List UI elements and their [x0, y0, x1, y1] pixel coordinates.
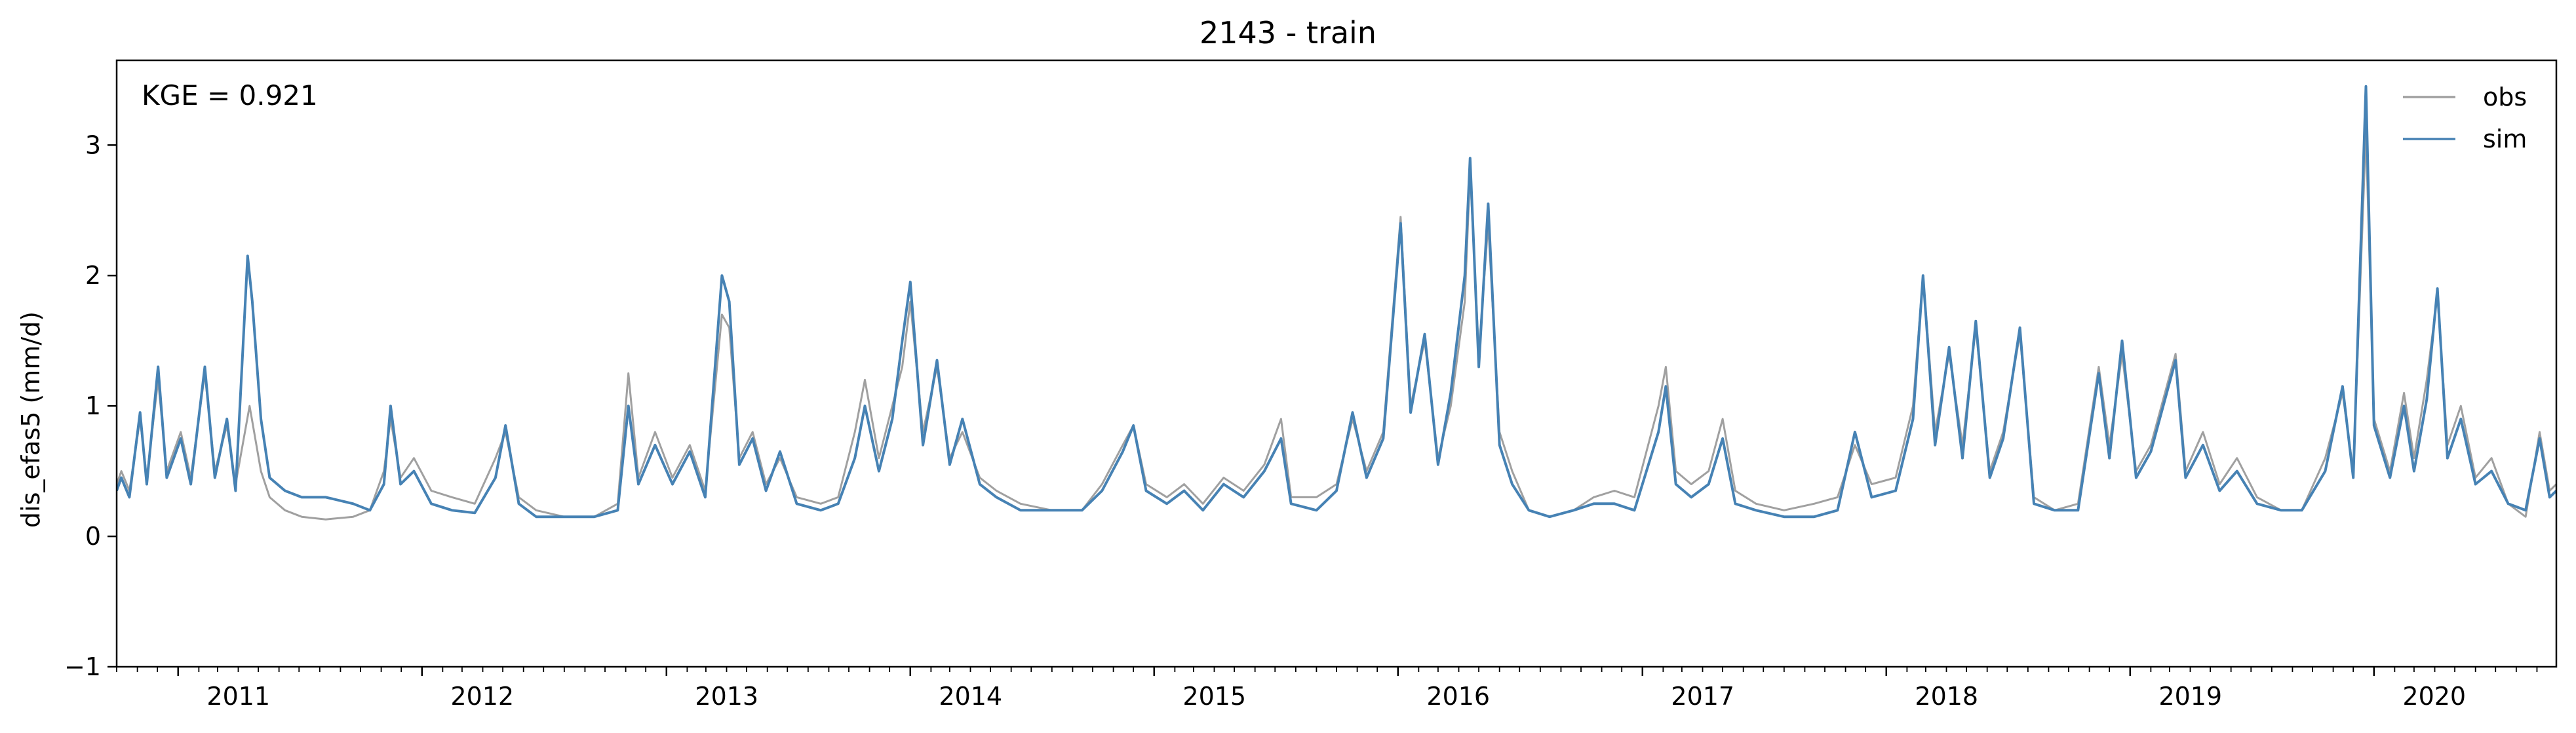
kge-annotation: KGE = 0.921	[142, 79, 318, 111]
legend: obs sim	[2403, 83, 2527, 153]
y-axis-label: dis_efas5 (mm/d)	[16, 311, 45, 528]
y-tick-label: 3	[85, 130, 101, 159]
series-layer	[117, 85, 2556, 521]
series-line-obs	[117, 130, 2556, 521]
x-tick-label: 2018	[1915, 682, 1978, 711]
y-tick-label: 2	[85, 261, 101, 290]
x-tick-label: 2012	[450, 682, 514, 711]
x-tick-label: 2020	[2402, 682, 2466, 711]
x-tick-label: 2011	[206, 682, 270, 711]
legend-label-sim: sim	[2483, 125, 2527, 153]
chart-title: 2143 - train	[1200, 15, 1376, 50]
x-tick-label: 2017	[1671, 682, 1734, 711]
x-tick-label: 2014	[939, 682, 1002, 711]
series-line-sim	[117, 85, 2556, 519]
x-tick-label: 2015	[1182, 682, 1246, 711]
plot-frame	[115, 59, 2558, 668]
y-tick-label: 1	[85, 391, 101, 420]
x-axis: 2011 2012 2013 2014 2015 2016 2017 2018 2019 2020	[116, 667, 2538, 711]
y-axis: −1 0 1 2 3	[64, 130, 117, 681]
y-tick-label: 0	[85, 522, 101, 551]
legend-label-obs: obs	[2483, 83, 2527, 111]
x-tick-label: 2013	[695, 682, 758, 711]
x-tick-label: 2016	[1426, 682, 1490, 711]
y-tick-label: −1	[64, 652, 101, 681]
x-tick-label: 2019	[2158, 682, 2222, 711]
